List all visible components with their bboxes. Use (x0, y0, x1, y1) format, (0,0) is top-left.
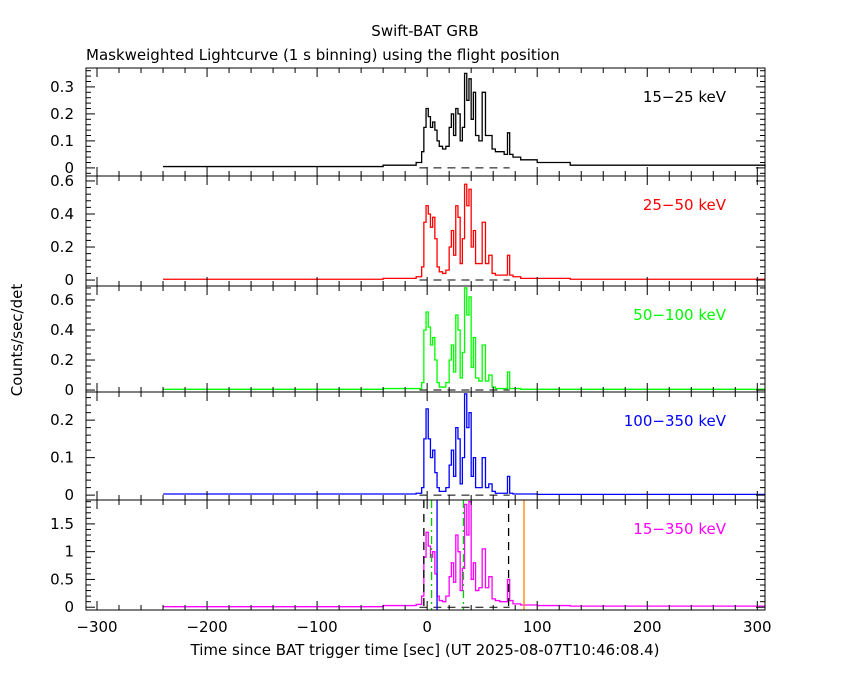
panel-frame (85, 391, 766, 501)
y-tick-label: 1 (64, 543, 74, 561)
band-label: 50−100 keV (633, 306, 726, 324)
y-tick-label: 0.5 (50, 570, 74, 588)
x-tick-label: 200 (633, 618, 662, 636)
panel-50-100-keV: 0 0.2 0.4 0.6 50−100 keV (50, 285, 766, 399)
y-tick-label: 1.5 (50, 515, 74, 533)
chart-title: Swift-BAT GRB (371, 22, 478, 40)
x-tick-label: 100 (523, 618, 552, 636)
y-tick-label: 0.1 (50, 449, 74, 467)
y-tick-label: 0.3 (50, 78, 74, 96)
y-tick-label: 0.2 (50, 351, 74, 369)
series-line (163, 501, 765, 608)
y-tick-label: 0 (64, 598, 74, 616)
x-tick-label: 300 (743, 618, 772, 636)
band-label: 15−350 keV (633, 520, 726, 538)
panel-frame (85, 285, 766, 393)
y-tick-label: 0.2 (50, 411, 74, 429)
y-tick-label: 0.1 (50, 132, 74, 150)
band-label: 100−350 keV (624, 412, 727, 430)
x-tick-label: −300 (76, 618, 117, 636)
panel-15-350-keV: 0 0.5 1 1.5 15−350 keV (50, 499, 766, 616)
panel-15-25-keV: 0 0.1 0.2 0.3 15−25 keV (50, 67, 766, 177)
y-tick-label: 0 (64, 381, 74, 399)
y-tick-label: 0.6 (50, 291, 74, 309)
panel-25-50-keV: 0 0.2 0.4 0.6 25−50 keV (50, 172, 766, 289)
series-line (163, 72, 766, 168)
y-tick-label: 0.6 (50, 172, 74, 190)
x-tick-label: −100 (297, 618, 338, 636)
x-axis-label: Time since BAT trigger time [sec] (UT 20… (190, 641, 660, 659)
y-tick-label: 0 (64, 486, 74, 504)
panel-100-350-keV: 0 0.1 0.2 100−350 keV (50, 391, 766, 504)
chart-subtitle: Maskweighted Lightcurve (1 s binning) us… (86, 46, 560, 64)
band-label: 25−50 keV (643, 196, 727, 214)
band-label: 15−25 keV (643, 88, 727, 106)
y-tick-label: 0.2 (50, 105, 74, 123)
y-tick-label: 0.4 (50, 321, 74, 339)
y-tick-label: 0.4 (50, 205, 74, 223)
panel-frame (85, 175, 766, 287)
series-line (163, 287, 765, 390)
x-tick-label: 0 (422, 618, 432, 636)
series-line (163, 183, 765, 280)
y-tick-label: 0.2 (50, 238, 74, 256)
y-axis-label: Counts/sec/det (8, 284, 26, 397)
x-tick-label: −200 (186, 618, 227, 636)
series-line (163, 393, 765, 496)
panel-frame (85, 499, 766, 611)
y-tick-label: 0 (64, 159, 74, 177)
y-tick-label: 0 (64, 271, 74, 289)
